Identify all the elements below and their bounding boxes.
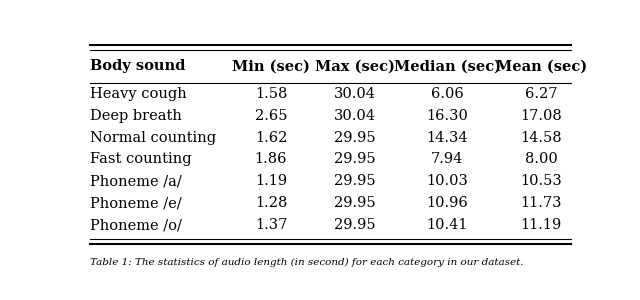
Text: 1.62: 1.62 bbox=[255, 130, 287, 145]
Text: 29.95: 29.95 bbox=[335, 130, 376, 145]
Text: 14.58: 14.58 bbox=[520, 130, 562, 145]
Text: 11.73: 11.73 bbox=[520, 196, 562, 210]
Text: 10.03: 10.03 bbox=[426, 174, 468, 188]
Text: 1.37: 1.37 bbox=[255, 218, 287, 232]
Text: 29.95: 29.95 bbox=[335, 196, 376, 210]
Text: 10.96: 10.96 bbox=[426, 196, 468, 210]
Text: Phoneme /e/: Phoneme /e/ bbox=[90, 196, 182, 210]
Text: 6.27: 6.27 bbox=[525, 87, 557, 100]
Text: Mean (sec): Mean (sec) bbox=[496, 59, 587, 74]
Text: Phoneme /o/: Phoneme /o/ bbox=[90, 218, 182, 232]
Text: 29.95: 29.95 bbox=[335, 174, 376, 188]
Text: 7.94: 7.94 bbox=[431, 152, 463, 167]
Text: Phoneme /a/: Phoneme /a/ bbox=[90, 174, 182, 188]
Text: 29.95: 29.95 bbox=[335, 218, 376, 232]
Text: 1.86: 1.86 bbox=[255, 152, 287, 167]
Text: 30.04: 30.04 bbox=[334, 109, 376, 123]
Text: Normal counting: Normal counting bbox=[90, 130, 216, 145]
Text: Heavy cough: Heavy cough bbox=[90, 87, 187, 100]
Text: Min (sec): Min (sec) bbox=[232, 59, 310, 74]
Text: 17.08: 17.08 bbox=[520, 109, 562, 123]
Text: Fast counting: Fast counting bbox=[90, 152, 191, 167]
Text: 30.04: 30.04 bbox=[334, 87, 376, 100]
Text: 10.41: 10.41 bbox=[426, 218, 468, 232]
Text: 1.28: 1.28 bbox=[255, 196, 287, 210]
Text: 8.00: 8.00 bbox=[525, 152, 557, 167]
Text: 16.30: 16.30 bbox=[426, 109, 468, 123]
Text: 10.53: 10.53 bbox=[520, 174, 562, 188]
Text: Max (sec): Max (sec) bbox=[316, 59, 396, 74]
Text: 6.06: 6.06 bbox=[431, 87, 463, 100]
Text: Median (sec): Median (sec) bbox=[394, 59, 500, 74]
Text: Deep breath: Deep breath bbox=[90, 109, 182, 123]
Text: 29.95: 29.95 bbox=[335, 152, 376, 167]
Text: 11.19: 11.19 bbox=[521, 218, 562, 232]
Text: 1.19: 1.19 bbox=[255, 174, 287, 188]
Text: 2.65: 2.65 bbox=[255, 109, 287, 123]
Text: Body sound: Body sound bbox=[90, 59, 186, 74]
Text: 14.34: 14.34 bbox=[426, 130, 468, 145]
Text: 1.58: 1.58 bbox=[255, 87, 287, 100]
Text: Table 1: The statistics of audio length (in second) for each category in our dat: Table 1: The statistics of audio length … bbox=[90, 257, 524, 267]
